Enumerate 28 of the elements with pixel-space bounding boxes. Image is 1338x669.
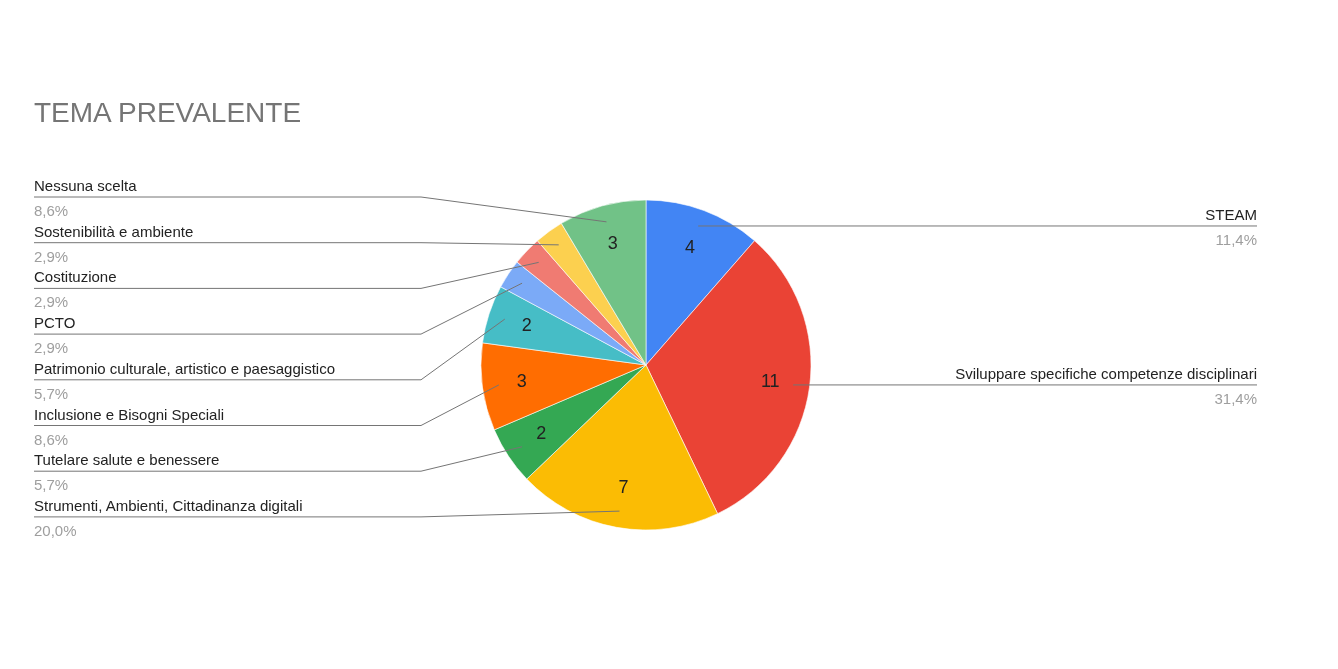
text: 2,9% xyxy=(34,293,69,311)
slice-label: Inclusione e Bisogni Speciali xyxy=(34,405,225,423)
text: 8,6% xyxy=(34,202,69,219)
slice-label: PCTO xyxy=(34,314,76,332)
data-label: 7 xyxy=(618,477,629,498)
text: 5,7% xyxy=(34,384,69,402)
slice-label: Nessuna scelta xyxy=(34,177,138,194)
slice-label: Costituzione xyxy=(34,268,117,286)
chart-title: TEMA PREVALENTE xyxy=(34,97,302,128)
text: 20,0% xyxy=(34,521,77,539)
slice-label: Strumenti, Ambienti, Cittadinanza digitali xyxy=(34,496,303,514)
slice-label: Tutelare salute e benessere xyxy=(34,451,220,469)
slice-label: Sostenibilità e ambiente xyxy=(34,222,194,240)
data-label: 2 xyxy=(521,315,532,336)
slice-label: Sviluppare specifiche competenze disciplinari xyxy=(955,364,1257,382)
data-label: 3 xyxy=(516,370,527,391)
data-label: 3 xyxy=(607,233,618,254)
text: 31,4% xyxy=(1214,389,1257,407)
text: 11,4% xyxy=(1215,230,1257,248)
text: 2,9% xyxy=(34,339,69,357)
text: 5,7% xyxy=(34,476,69,494)
data-label: 11 xyxy=(760,370,780,391)
slice-label: STEAM xyxy=(1205,205,1257,223)
text: 2,9% xyxy=(34,247,69,265)
data-label: 4 xyxy=(685,236,696,257)
slice-label: Patrimonio culturale, artistico e paesaggistico xyxy=(34,359,335,377)
data-label: 2 xyxy=(536,423,547,444)
text: 8,6% xyxy=(34,430,69,448)
